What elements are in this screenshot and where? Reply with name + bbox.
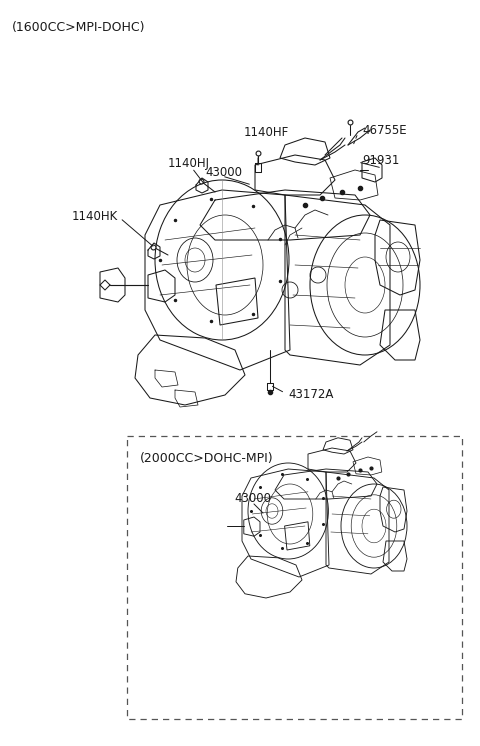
Text: 46755E: 46755E (362, 125, 407, 137)
Text: (1600CC>MPI-DOHC): (1600CC>MPI-DOHC) (12, 22, 145, 34)
Bar (127, 436, 462, 719)
Text: 43172A: 43172A (288, 389, 334, 401)
Text: 1140HF: 1140HF (244, 127, 289, 140)
Text: 43000: 43000 (205, 166, 242, 180)
Text: 1140HJ: 1140HJ (168, 157, 210, 169)
Text: 1140HK: 1140HK (72, 210, 118, 222)
Text: (2000CC>DOHC-MPI): (2000CC>DOHC-MPI) (140, 452, 274, 465)
Text: 91931: 91931 (362, 154, 399, 166)
Text: 43000: 43000 (234, 492, 271, 506)
